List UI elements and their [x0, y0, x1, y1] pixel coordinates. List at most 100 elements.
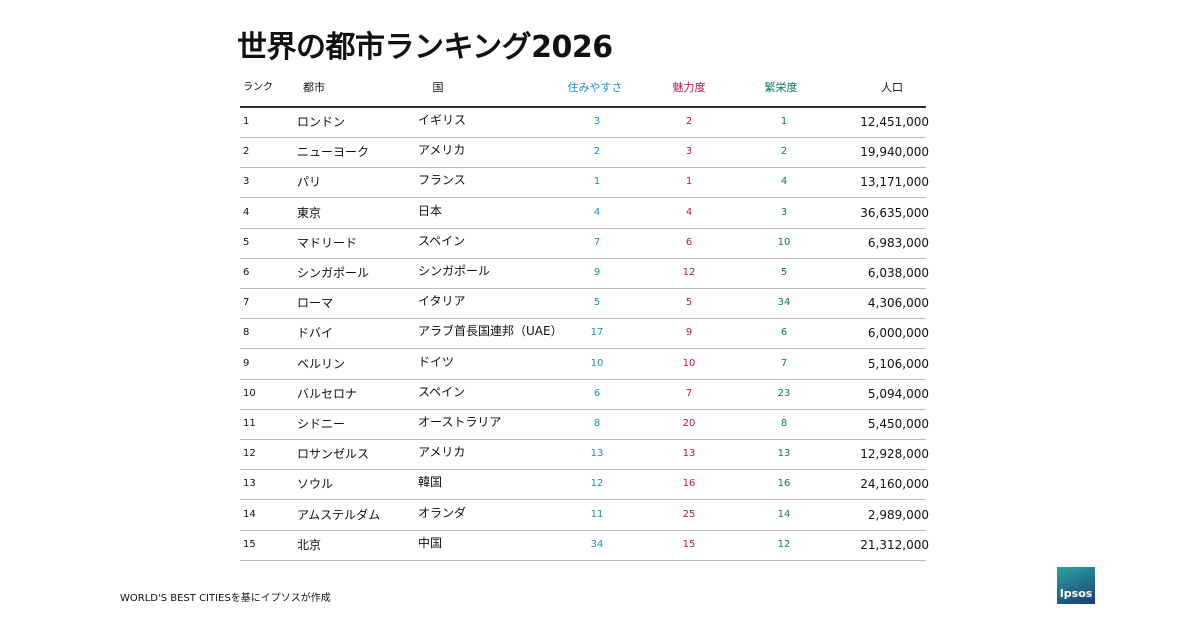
population-cell: 12,928,000	[860, 447, 929, 462]
attractiveness-cell: 9	[685, 327, 693, 339]
row-rule	[240, 529, 926, 531]
attractiveness-cell: 1	[685, 176, 693, 188]
attractiveness-cell: 2	[685, 116, 693, 127]
livability-cell: 5	[593, 297, 601, 309]
attractiveness-cell: 13	[682, 448, 696, 460]
livability-cell: 4	[593, 206, 601, 218]
prosperity-cell: 1	[780, 116, 788, 127]
prosperity-cell: 16	[777, 478, 791, 490]
country-cell: スペイン	[418, 384, 466, 399]
attractiveness-cell: 4	[685, 206, 693, 218]
attractiveness-cell: 20	[682, 418, 696, 429]
population-cell: 12,451,000	[860, 115, 929, 129]
rank-cell: 5	[243, 236, 250, 248]
livability-cell: 12	[590, 478, 604, 490]
livability-cell: 2	[593, 146, 601, 158]
country-cell: オーストラリア	[418, 415, 502, 429]
population-cell: 6,983,000	[867, 235, 929, 250]
row-rule	[240, 288, 926, 289]
population-cell: 5,106,000	[867, 356, 929, 371]
attractiveness-cell: 12	[682, 267, 696, 278]
row-rule	[240, 257, 926, 259]
prosperity-cell: 6	[780, 327, 788, 339]
attractiveness-cell: 25	[682, 508, 696, 520]
rank-cell: 1	[243, 116, 250, 127]
city-cell: シンガポール	[297, 266, 370, 280]
population-cell: 5,450,000	[867, 417, 929, 431]
livability-cell: 13	[590, 448, 604, 460]
prosperity-cell: 2	[780, 146, 788, 158]
prosperity-cell: 3	[780, 206, 788, 218]
prosperity-cell: 14	[777, 508, 791, 520]
prosperity-cell: 13	[777, 448, 791, 460]
rank-cell: 9	[243, 357, 250, 369]
population-cell: 36,635,000	[860, 205, 929, 220]
country-cell: シンガポール	[418, 264, 491, 278]
attractiveness-cell: 6	[685, 236, 693, 248]
rank-cell: 3	[243, 176, 250, 188]
population-cell: 4,306,000	[867, 296, 929, 311]
city-cell: ロンドン	[297, 115, 346, 129]
livability-cell: 17	[590, 327, 604, 339]
row-rule	[240, 197, 926, 199]
city-cell: 東京	[297, 205, 322, 220]
city-cell: ドバイ	[297, 326, 334, 341]
rank-cell: 8	[243, 327, 250, 339]
city-cell: ニューヨーク	[297, 145, 370, 160]
country-cell: 日本	[418, 203, 443, 218]
country-cell: アメリカ	[418, 445, 466, 460]
city-cell: パリ	[297, 175, 322, 190]
population-cell: 6,000,000	[867, 326, 929, 341]
city-cell: アムステルダム	[297, 507, 381, 522]
row-rule	[240, 348, 926, 350]
attractiveness-cell: 10	[682, 357, 696, 369]
rank-cell: 14	[243, 508, 256, 520]
attractiveness-cell: 7	[685, 387, 693, 399]
country-cell: スペイン	[418, 233, 466, 248]
column-header: 人口	[881, 81, 903, 94]
city-cell: ロサンゼルス	[297, 447, 370, 462]
column-header: 魅力度	[672, 81, 706, 94]
row-rule	[240, 137, 926, 138]
city-cell: バルセロナ	[297, 386, 358, 401]
population-cell: 21,312,000	[860, 537, 929, 552]
row-rule	[240, 378, 926, 380]
country-cell: イギリス	[418, 113, 467, 127]
country-cell: ドイツ	[418, 354, 455, 369]
city-cell: ソウル	[297, 477, 334, 492]
row-rule	[240, 318, 926, 320]
row-rule	[240, 408, 926, 410]
rank-cell: 4	[243, 206, 250, 218]
column-header: 住みやすさ	[567, 81, 623, 94]
column-header: 都市	[303, 81, 325, 94]
livability-cell: 9	[593, 267, 601, 278]
livability-cell: 10	[590, 357, 604, 369]
country-cell: フランス	[418, 173, 466, 188]
prosperity-cell: 8	[780, 418, 788, 429]
population-cell: 19,940,000	[860, 145, 929, 160]
population-cell: 6,038,000	[867, 266, 929, 280]
country-cell: アメリカ	[418, 143, 466, 158]
column-header: 国	[432, 81, 444, 94]
rank-cell: 15	[243, 538, 256, 550]
population-cell: 2,989,000	[867, 507, 929, 522]
prosperity-cell: 12	[777, 538, 791, 550]
rank-cell: 7	[243, 297, 250, 309]
livability-cell: 1	[593, 176, 601, 188]
row-rule	[240, 559, 926, 561]
city-cell: ベルリン	[297, 356, 346, 371]
prosperity-cell: 23	[777, 387, 791, 399]
prosperity-cell: 10	[777, 236, 791, 248]
attractiveness-cell: 3	[685, 146, 693, 158]
rank-cell: 2	[243, 146, 250, 158]
prosperity-cell: 7	[780, 357, 788, 369]
population-cell: 24,160,000	[860, 477, 929, 492]
city-cell: 北京	[297, 537, 322, 552]
livability-cell: 11	[590, 508, 604, 520]
rank-cell: 10	[243, 387, 256, 399]
country-cell: 韓国	[418, 475, 443, 490]
population-cell: 13,171,000	[860, 175, 929, 190]
attractiveness-cell: 5	[685, 297, 693, 309]
row-rule	[240, 227, 926, 229]
